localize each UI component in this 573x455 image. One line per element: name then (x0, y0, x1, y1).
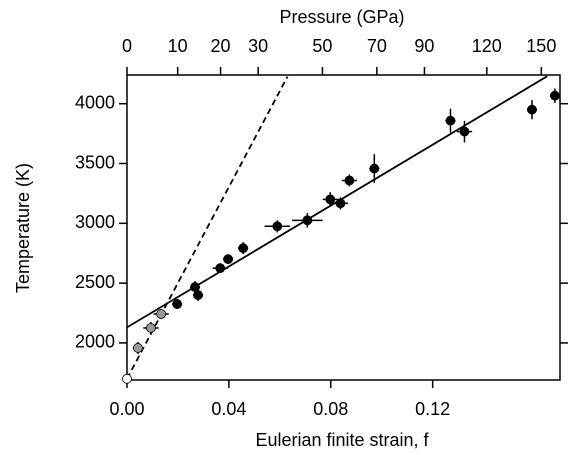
y-tick-label: 4000 (75, 92, 115, 112)
x2-tick-label: 20 (211, 36, 231, 56)
data-point (146, 323, 156, 333)
y-tick-label: 2000 (75, 332, 115, 352)
y-axis-title: Temperature (K) (13, 163, 33, 293)
y-tick-label: 3000 (75, 212, 115, 232)
x2-tick-label: 120 (472, 36, 502, 56)
x2-tick-label: 50 (312, 36, 332, 56)
data-point (369, 163, 380, 174)
x-axis-title: Eulerian finite strain, f (255, 430, 429, 450)
data-point (527, 104, 537, 115)
data-point (172, 299, 183, 309)
data-point (459, 126, 470, 137)
x2-tick-label: 90 (414, 36, 434, 56)
y-tick-label: 3500 (75, 152, 115, 172)
data-point (302, 215, 313, 226)
x2-tick-label: 70 (367, 36, 387, 56)
x2-tick-label: 10 (168, 36, 188, 56)
x2-axis-title: Pressure (GPa) (279, 7, 404, 27)
x-tick-label: 0.04 (211, 399, 246, 419)
x-tick-label: 0.12 (415, 399, 450, 419)
data-point (272, 221, 283, 232)
data-point (238, 243, 249, 254)
x2-tick-label: 150 (526, 36, 556, 56)
data-point (156, 309, 167, 319)
data-point (335, 198, 346, 209)
x-tick-label: 0.08 (313, 399, 348, 419)
fit-line (127, 76, 289, 380)
data-point (445, 115, 456, 126)
data-point (550, 90, 560, 101)
data-point (344, 175, 355, 186)
data-point (223, 254, 234, 265)
data-point (122, 373, 132, 384)
data-point (215, 263, 226, 274)
x-tick-label: 0.00 (109, 399, 144, 419)
x2-tick-label: 30 (248, 36, 268, 56)
y-tick-label: 2500 (75, 272, 115, 292)
data-point (325, 194, 336, 205)
plot-frame (126, 74, 561, 381)
data-point (133, 343, 143, 353)
data-point (193, 290, 203, 300)
x2-tick-label: 0 (122, 36, 132, 56)
